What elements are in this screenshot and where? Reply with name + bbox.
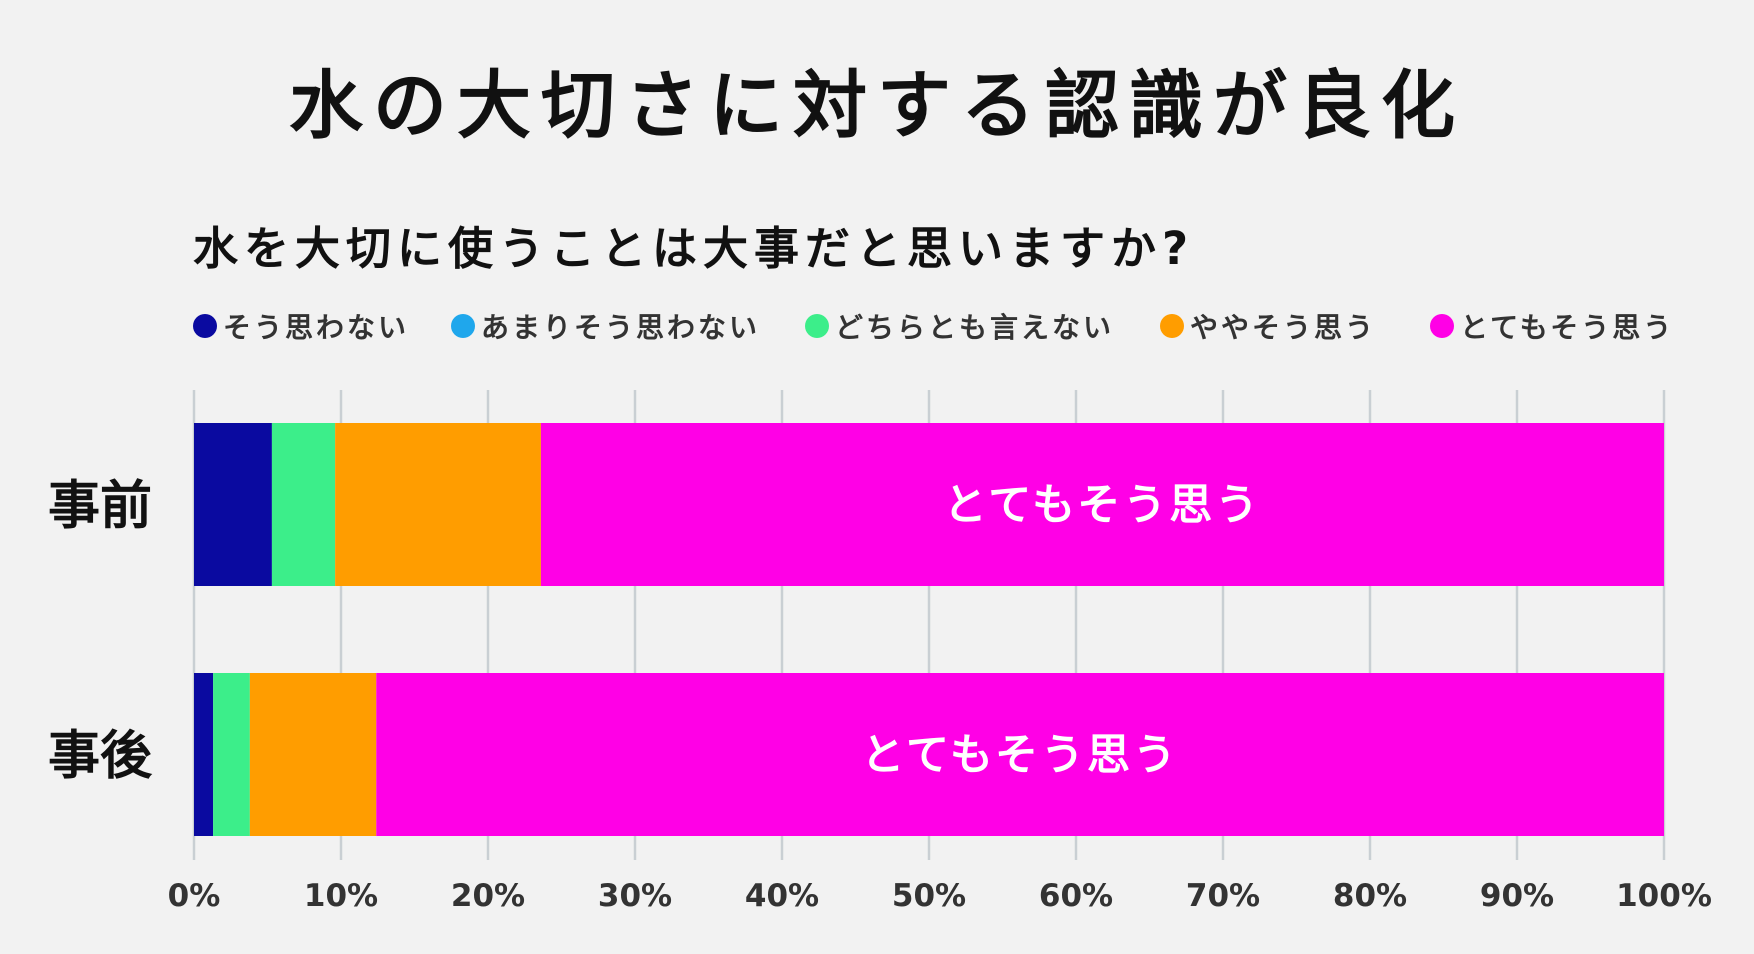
- legend-swatch: [1430, 314, 1454, 338]
- legend-label: そう思わない: [223, 311, 410, 344]
- legend-swatch: [805, 314, 829, 338]
- legend-swatch: [451, 314, 475, 338]
- legend-item-somewhat-agree: ややそう思う: [1160, 308, 1376, 344]
- legend-label: とてもそう思う: [1460, 311, 1675, 344]
- x-tick-label: 70%: [1186, 878, 1260, 914]
- legend-label: ややそう思う: [1190, 311, 1377, 344]
- x-tick-label: 10%: [304, 878, 378, 914]
- x-tick-label: 90%: [1480, 878, 1554, 914]
- legend-item-strongly-disagree: そう思わない: [193, 308, 409, 344]
- bar-segment-after-series-0: [194, 673, 214, 836]
- legend-item-somewhat-disagree: あまりそう思わない: [451, 308, 760, 344]
- category-label: 事後: [48, 727, 153, 787]
- chart-main-title: 水の大切さに対する認識が良化: [289, 63, 1465, 149]
- x-tick-label: 30%: [598, 878, 672, 914]
- bar-segment-after-series-3: [249, 673, 377, 836]
- legend-item-neutral: どちらとも言えない: [805, 308, 1114, 344]
- legend-swatch: [193, 314, 217, 338]
- legend-label: あまりそう思わない: [481, 311, 761, 344]
- x-tick-label: 0%: [168, 878, 221, 914]
- bar-data-label: とてもそう思う: [944, 481, 1262, 531]
- legend-swatch: [1160, 314, 1184, 338]
- bar-segment-before-series-3: [335, 423, 541, 586]
- x-tick-label: 100%: [1616, 878, 1712, 914]
- chart-question-title: 水を大切に使うことは大事だと思いますか?: [193, 222, 1195, 275]
- bar-data-label: とてもそう思う: [861, 731, 1179, 781]
- bar-segment-after-series-4: [376, 673, 1664, 836]
- x-tick-label: 50%: [892, 878, 966, 914]
- bar-segment-before-series-0: [194, 423, 272, 586]
- bar-segment-before-series-2: [271, 423, 336, 586]
- x-tick-label: 20%: [451, 878, 525, 914]
- legend-label: どちらとも言えない: [835, 311, 1115, 344]
- x-tick-label: 40%: [745, 878, 819, 914]
- x-tick-label: 60%: [1039, 878, 1113, 914]
- category-label: 事前: [48, 477, 152, 537]
- bar-segment-before-series-4: [540, 423, 1665, 586]
- legend-item-strongly-agree: とてもそう思う: [1430, 308, 1674, 344]
- bar-segment-after-series-2: [213, 673, 250, 836]
- x-tick-label: 80%: [1333, 878, 1407, 914]
